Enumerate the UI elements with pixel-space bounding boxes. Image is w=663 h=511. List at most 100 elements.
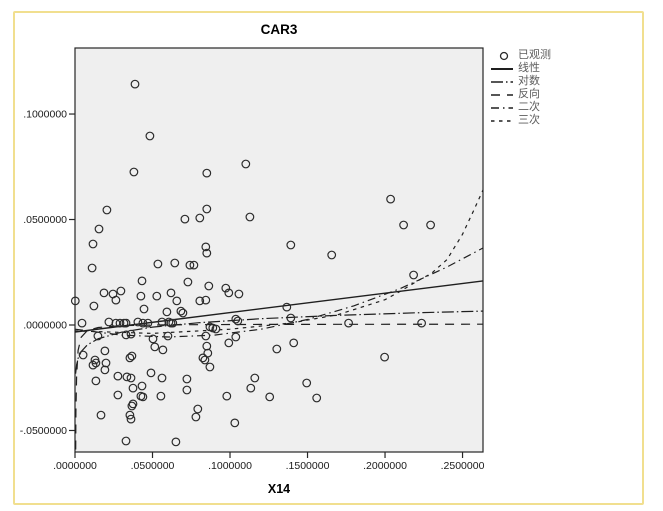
- scatter-point: [312, 393, 322, 403]
- scatter-point: [286, 240, 296, 250]
- scatter-point: [125, 353, 135, 363]
- scatter-point: [126, 414, 136, 424]
- dash-dot-line-icon: [491, 106, 513, 109]
- y-tick-label: -.0500000: [20, 425, 67, 437]
- scatter-point: [157, 317, 167, 327]
- scatter-point: [201, 331, 211, 341]
- scatter-point: [111, 295, 121, 305]
- scatter-point: [211, 324, 221, 334]
- scatter-point: [88, 239, 98, 249]
- y-tick-label: .1000000: [23, 109, 67, 121]
- scatter-point: [133, 317, 143, 327]
- scatter-point: [126, 329, 136, 339]
- scatter-point: [205, 362, 215, 372]
- scatter-point: [113, 390, 123, 400]
- observed-marker-icon: [499, 51, 509, 60]
- scatter-point: [202, 204, 212, 214]
- legend-label: 线性: [518, 62, 540, 74]
- scatter-point: [202, 168, 212, 178]
- scatter-point: [99, 288, 109, 298]
- scatter-point: [102, 205, 112, 215]
- scatter-point: [88, 360, 98, 370]
- scatter-point: [145, 131, 155, 141]
- chart-title: CAR3: [260, 22, 298, 37]
- scatter-point: [380, 352, 390, 362]
- scatter-point: [128, 383, 138, 393]
- scatter-point: [138, 318, 148, 328]
- legend-label: 已观测: [518, 49, 551, 61]
- scatter-point: [282, 302, 292, 312]
- scatter-point: [201, 295, 211, 305]
- scatter-point: [121, 318, 131, 328]
- scatter-point: [230, 418, 240, 428]
- scatter-point: [121, 330, 131, 340]
- scatter-point: [183, 277, 193, 287]
- legend-item: 已观测: [489, 49, 551, 62]
- scatter-point: [168, 318, 178, 328]
- scatter-point: [221, 283, 231, 293]
- plot-background: [74, 47, 484, 453]
- legend-item: 对数: [489, 75, 551, 88]
- scatter-point: [115, 318, 125, 328]
- fit-line-long-dash-dot: [75, 310, 483, 374]
- long-dash-line-icon: [491, 93, 513, 96]
- scatter-point: [100, 365, 110, 375]
- scatter-point: [302, 378, 312, 388]
- scatter-point: [344, 318, 354, 328]
- scatter-point: [222, 391, 232, 401]
- scatter-point: [241, 159, 251, 169]
- scatter-point: [386, 194, 396, 204]
- long-dash-dot-line-icon: [491, 80, 513, 83]
- fit-line-solid: [75, 280, 483, 333]
- scatter-point: [89, 301, 99, 311]
- legend-item: 二次: [489, 101, 551, 114]
- scatter-point: [201, 242, 211, 252]
- scatter-point: [100, 346, 110, 356]
- scatter-point: [143, 318, 153, 328]
- scatter-point: [204, 281, 214, 291]
- scatter-point: [163, 331, 173, 341]
- scatter-point: [198, 353, 208, 363]
- scatter-point: [130, 79, 140, 89]
- scatter-point: [409, 270, 419, 280]
- scatter-point: [182, 385, 192, 395]
- x-tick-label: .2500000: [441, 460, 485, 472]
- scatter-point: [245, 212, 255, 222]
- scatter-point: [234, 289, 244, 299]
- scatter-point: [122, 372, 132, 382]
- scatter-point: [126, 373, 136, 383]
- scatter-point: [93, 331, 103, 341]
- x-tick-label: .0500000: [131, 460, 175, 472]
- scatter-point: [417, 318, 427, 328]
- y-tick-label: .0500000: [23, 214, 67, 226]
- scatter-point: [246, 383, 256, 393]
- scatter-point: [180, 214, 190, 224]
- scatter-point: [127, 351, 137, 361]
- scatter-point: [250, 373, 260, 383]
- x-tick-label: .0000000: [53, 460, 97, 472]
- x-axis-label: X14: [267, 482, 291, 496]
- scatter-point: [176, 306, 186, 316]
- scatter-point: [152, 291, 162, 301]
- scatter-point: [138, 392, 148, 402]
- scatter-point: [116, 286, 126, 296]
- x-tick-label: .2000000: [363, 460, 407, 472]
- legend-item: 反向: [489, 88, 551, 101]
- legend-label: 三次: [518, 114, 540, 126]
- short-dash-line-icon: [491, 119, 513, 122]
- scatter-point: [156, 391, 166, 401]
- scatter-point: [233, 316, 243, 326]
- scatter-point: [137, 381, 147, 391]
- scatter-point: [289, 338, 299, 348]
- scatter-point: [191, 412, 201, 422]
- scatter-point: [129, 167, 139, 177]
- scatter-point: [150, 342, 160, 352]
- scatter-point: [185, 260, 195, 270]
- scatter-point: [77, 318, 87, 328]
- scatter-point: [189, 260, 199, 270]
- scatter-point: [182, 374, 192, 384]
- scatter-point: [94, 224, 104, 234]
- scatter-point: [158, 345, 168, 355]
